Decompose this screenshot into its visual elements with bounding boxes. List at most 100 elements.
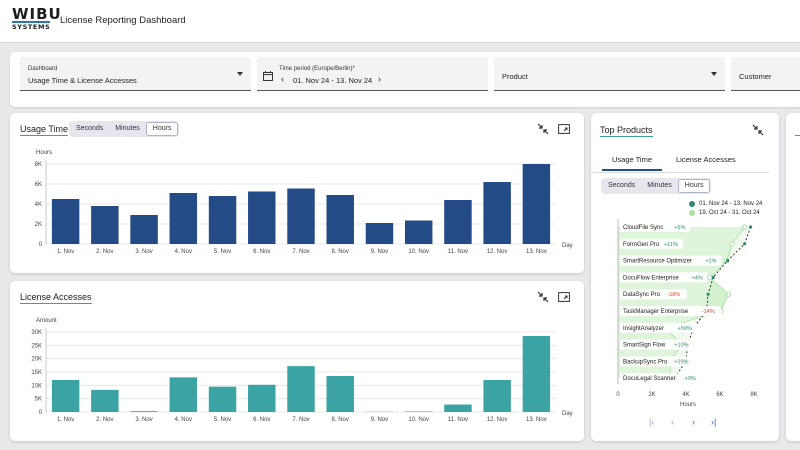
product-label: FormGen Pro bbox=[623, 242, 660, 248]
x-tick-label: 2K bbox=[648, 392, 655, 398]
time-period-value: 01. Nov 24 - 13. Nov 24 bbox=[293, 76, 373, 85]
y-tick-label: 2K bbox=[35, 222, 42, 228]
usage-y-axis-title: Hours bbox=[36, 150, 53, 156]
prev-page-button[interactable]: ‹ bbox=[671, 417, 674, 427]
license-accesses-card: License Accesses Amount 0 5K 10K 15K 20K 25K 3… bbox=[10, 281, 584, 441]
collapse-icon[interactable] bbox=[537, 123, 549, 135]
x-tick-label: 2. Nov bbox=[96, 417, 113, 423]
product-label: DocuLegal Scanner bbox=[623, 376, 676, 382]
bar bbox=[248, 384, 276, 412]
fullscreen-icon[interactable] bbox=[558, 291, 570, 303]
unit-hours-button[interactable]: Hours bbox=[145, 122, 179, 136]
bar bbox=[169, 193, 198, 244]
product-change: +11% bbox=[664, 242, 678, 248]
x-tick-label: 7. Nov bbox=[292, 249, 309, 255]
previous-period-line bbox=[664, 226, 746, 379]
product-select[interactable]: Product bbox=[494, 57, 725, 91]
y-tick-label: 10K bbox=[31, 383, 42, 389]
bar bbox=[287, 188, 315, 244]
time-period-picker[interactable]: Time period (Europe/Berlin)* ‹ 01. Nov 2… bbox=[257, 57, 488, 91]
period-next-button[interactable]: › bbox=[378, 74, 381, 84]
product-change: +59% bbox=[678, 326, 692, 332]
dashboard-value: Usage Time & License Accesses bbox=[28, 76, 137, 85]
tab-usage-time[interactable]: Usage Time bbox=[602, 155, 663, 171]
bar bbox=[91, 389, 119, 412]
dashboard-select[interactable]: Dashboard Usage Time & License Accesses bbox=[20, 57, 251, 91]
x-tick-label: 3. Nov bbox=[135, 417, 152, 423]
app-header: WIBU SYSTEMS License Reporting Dashboard bbox=[0, 0, 800, 43]
bar bbox=[522, 336, 551, 412]
product-change: +29% bbox=[674, 359, 688, 365]
customer-select[interactable]: Customer bbox=[731, 57, 800, 91]
current-period-line bbox=[673, 226, 752, 379]
x-tick-label: 5. Nov bbox=[214, 417, 231, 423]
calendar-icon[interactable] bbox=[263, 71, 273, 81]
bar bbox=[444, 200, 472, 244]
unit-seconds-button[interactable]: Seconds bbox=[76, 125, 104, 132]
last-page-button[interactable]: ›| bbox=[711, 417, 717, 427]
current-point bbox=[706, 292, 710, 296]
bar bbox=[326, 195, 354, 244]
legend-label: 19. Oct 24 - 31. Oct 24 bbox=[699, 210, 760, 216]
product-label-bg bbox=[620, 272, 708, 283]
x-tick-label: 12. Nov bbox=[487, 417, 508, 423]
x-tick-label: 7. Nov bbox=[292, 417, 309, 423]
product-label-bg bbox=[620, 339, 694, 350]
x-axis-title: Day bbox=[562, 411, 573, 417]
x-tick-label: 8. Nov bbox=[332, 249, 349, 255]
product-label-bg bbox=[620, 306, 722, 316]
x-tick-label: 12. Nov bbox=[487, 249, 508, 255]
x-tick-label: 11. Nov bbox=[448, 417, 468, 423]
legend-previous-period[interactable]: 19. Oct 24 - 31. Oct 24 bbox=[689, 210, 760, 216]
unit-minutes-button[interactable]: Minutes bbox=[115, 125, 140, 132]
collapse-icon[interactable] bbox=[537, 291, 549, 303]
product-label-bg bbox=[620, 356, 694, 367]
bar bbox=[522, 164, 551, 244]
license-accesses-chart: 0 5K 10K 15K 20K 25K 30K 1. Nov 2. Nov 3. Nov 4. N… bbox=[31, 328, 573, 423]
previous-point bbox=[725, 291, 732, 297]
bar bbox=[483, 182, 511, 244]
bar bbox=[130, 411, 158, 412]
top-products-unit-toggle: Seconds Minutes Hours bbox=[601, 178, 712, 194]
x-tick-label: 13. Nov bbox=[526, 417, 547, 423]
next-page-button[interactable]: › bbox=[692, 417, 695, 427]
tab-license-accesses[interactable]: License Accesses bbox=[676, 155, 736, 164]
customer-placeholder: Customer bbox=[739, 72, 772, 81]
first-page-button[interactable]: |‹ bbox=[649, 417, 655, 427]
product-label-bg bbox=[620, 222, 691, 232]
product-label: DocuFlow Enterprise bbox=[623, 275, 679, 281]
product-label: DataSync Pro bbox=[623, 292, 661, 298]
fullscreen-icon[interactable] bbox=[558, 123, 570, 135]
offscreen-card bbox=[786, 113, 800, 441]
bar bbox=[248, 191, 276, 244]
collapse-icon[interactable] bbox=[752, 124, 764, 136]
x-tick-label: 4. Nov bbox=[175, 249, 192, 255]
x-tick-label: 4K bbox=[682, 392, 689, 398]
unit-minutes-button[interactable]: Minutes bbox=[647, 182, 672, 189]
previous-point bbox=[742, 224, 748, 230]
logo-text-bottom: SYSTEMS bbox=[12, 21, 51, 31]
unit-hours-button[interactable]: Hours bbox=[677, 179, 711, 193]
legend-current-period[interactable]: 01. Nov 24 - 13. Nov 24 bbox=[689, 201, 762, 207]
product-label-bg bbox=[620, 289, 687, 300]
unit-seconds-button[interactable]: Seconds bbox=[608, 182, 636, 189]
y-tick-label: 4K bbox=[35, 202, 42, 208]
license-accesses-title: License Accesses bbox=[20, 292, 92, 304]
period-prev-button[interactable]: ‹ bbox=[281, 74, 284, 84]
wibu-logo[interactable]: WIBU SYSTEMS bbox=[12, 7, 61, 31]
x-tick-label: 6. Nov bbox=[253, 417, 270, 423]
bar bbox=[208, 386, 237, 412]
y-tick-label: 25K bbox=[31, 343, 42, 349]
product-label: SmartSign Flow bbox=[623, 343, 666, 349]
legend-dot bbox=[689, 201, 695, 207]
offscreen-card-title-fragment bbox=[795, 124, 800, 136]
usage-time-title: Usage Time bbox=[20, 124, 69, 136]
y-tick-label: 5K bbox=[35, 397, 42, 403]
y-tick-label: 30K bbox=[31, 330, 42, 336]
time-period-label: Time period (Europe/Berlin)* bbox=[279, 66, 355, 72]
legend-dot bbox=[689, 210, 695, 216]
product-change: +10% bbox=[674, 343, 688, 349]
product-label-bg bbox=[620, 322, 697, 333]
previous-point bbox=[729, 241, 735, 247]
current-period-area bbox=[618, 227, 751, 379]
